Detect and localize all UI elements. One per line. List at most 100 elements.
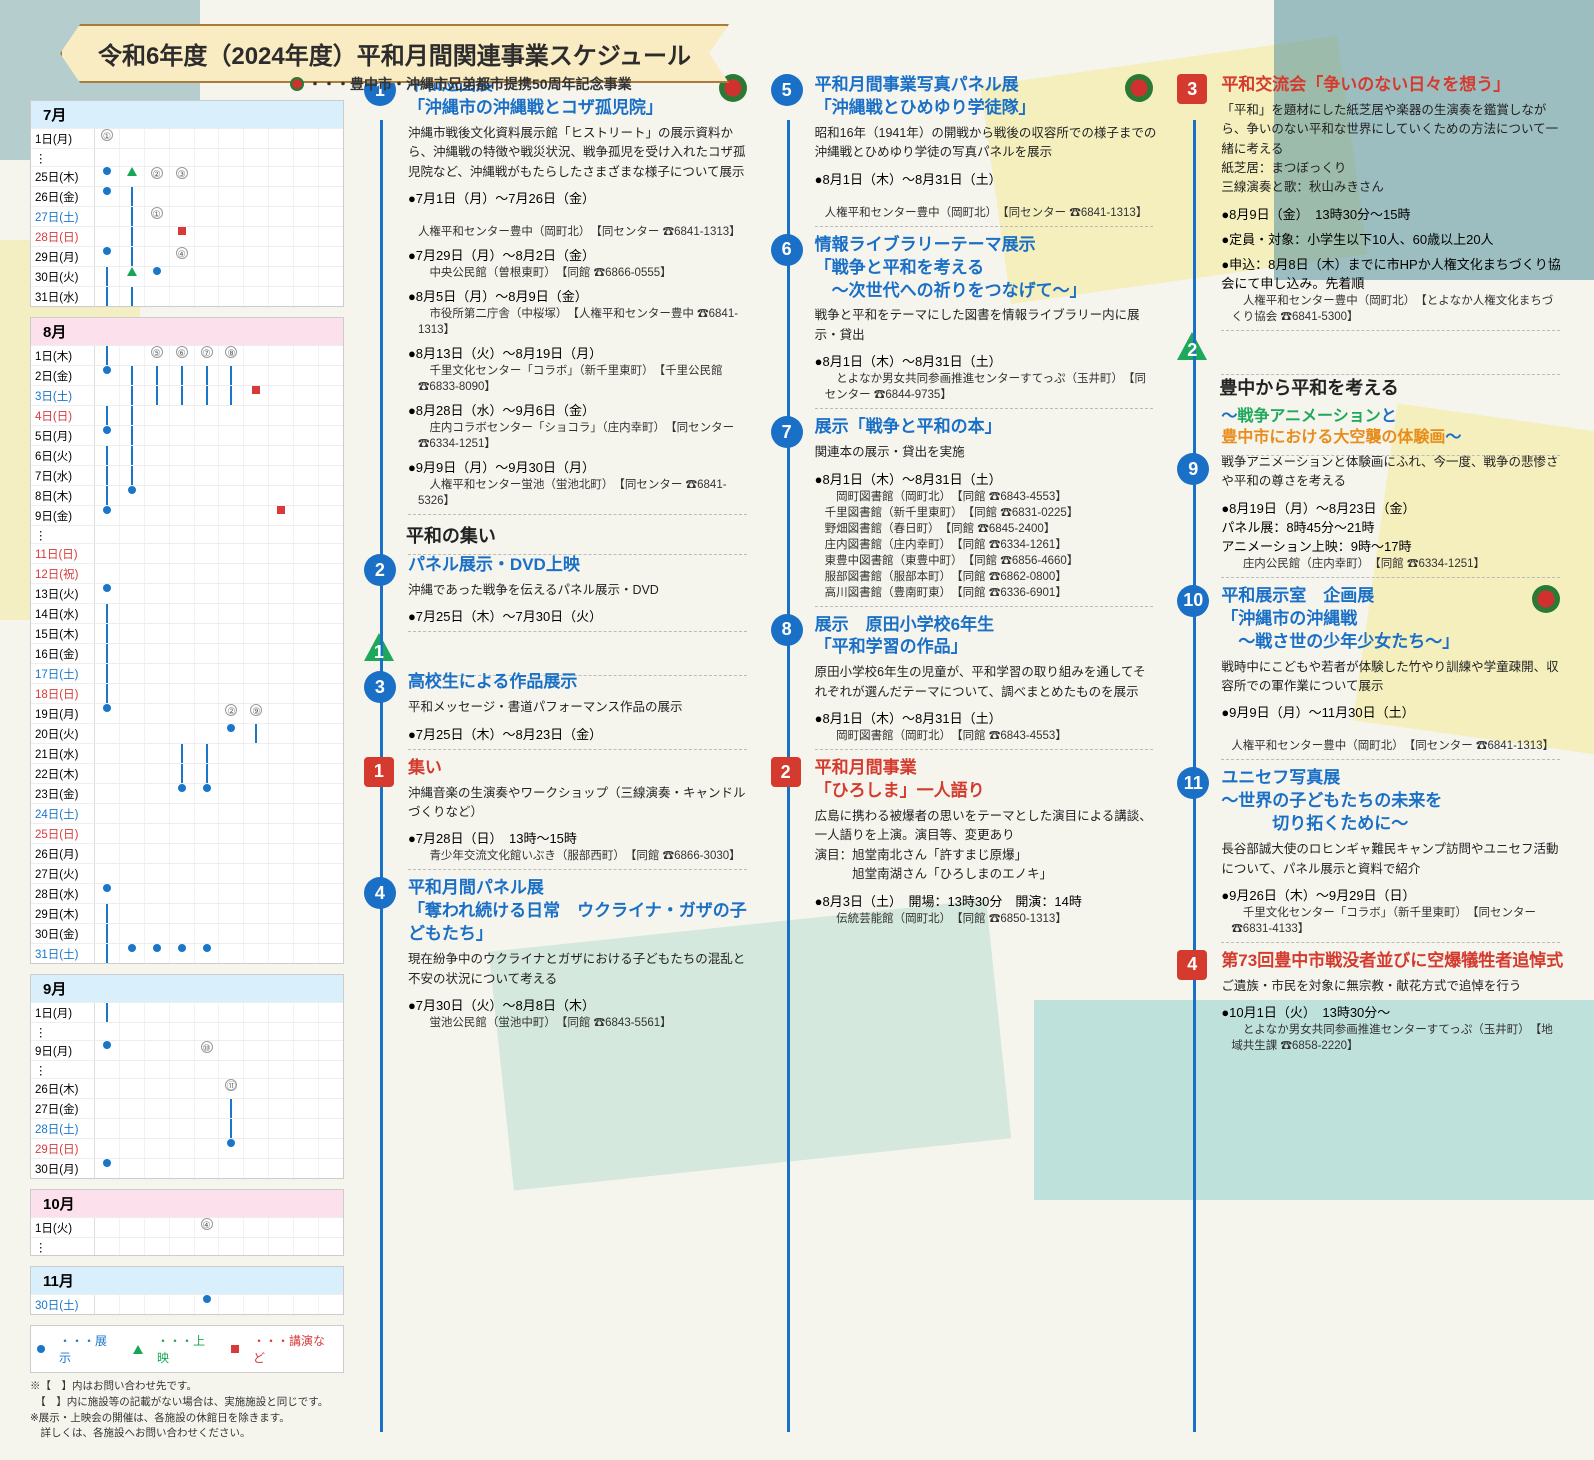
calendar-row: 5日(月) <box>31 425 343 445</box>
event-venue: とよなか男女共同参画推進センターすてっぷ（玉井町） 【地域共生課 ☎6858-2… <box>1231 1021 1564 1053</box>
calendar-row: 26日(木)⑪ <box>31 1078 343 1098</box>
event-date: 8月1日（木）～8月31日（土） <box>815 351 1158 370</box>
event-badge: 6 <box>771 234 803 266</box>
event-date: 定員・対象：小学生以下10人、60歳以上20人 <box>1221 229 1564 248</box>
event-item: 5平和月間事業写真パネル展「沖縄戦とひめゆり学徒隊」昭和16年（1941年）の開… <box>769 74 1158 220</box>
event-item: 8展示 原田小学校6年生「平和学習の作品」原田小学校6年生の児童が、平和学習の取… <box>769 614 1158 744</box>
calendar-date: 17日(土) <box>31 664 95 683</box>
event-column-3: 3平和交流会「争いのない日々を想う」「平和」を題材にした紙芝居や楽器の生演奏を鑑… <box>1175 74 1564 1442</box>
calendar-row: 26日(金) <box>31 186 343 206</box>
month-header: 9月 <box>31 975 343 1002</box>
calendar-date: 30日(土) <box>31 1295 95 1314</box>
calendar-row: ⋮ <box>31 1237 343 1255</box>
event-title: ユニセフ写真展～世界の子どもたちの未来を 切り拓くために～ <box>1221 767 1564 836</box>
calendar-month: 11月30日(土) <box>30 1266 344 1315</box>
event-badge: 1 <box>364 757 394 787</box>
event-venue: 岡町図書館（岡町北） 【同館 ☎6843-4553】 <box>825 727 1158 743</box>
event-item: 2パネル展示・DVD上映沖縄であった戦争を伝えるパネル展示・DVD7月25日（木… <box>362 554 751 625</box>
event-badge: 9 <box>1177 453 1209 485</box>
event-date: 10月1日（火） 13時30分～ <box>1221 1002 1564 1021</box>
calendar-row: 31日(土) <box>31 943 343 963</box>
event-body: 長谷部誠大使のロヒンギャ難民キャンプ訪問やユニセフ活動について、パネル展示と資料… <box>1221 840 1564 879</box>
calendar-date: 30日(月) <box>31 1159 95 1178</box>
event-badge: 4 <box>364 877 396 909</box>
event-body: 「平和」を題材にした紙芝居や楽器の生演奏を鑑賞しながら、争いのない平和な世界にし… <box>1221 101 1564 198</box>
calendar-row: 30日(土) <box>31 1294 343 1314</box>
event-badge: 2 <box>364 554 396 586</box>
event-body: 戦争と平和をテーマにした図書を情報ライブラリー内に展示・貸出 <box>815 306 1158 345</box>
event-item: 3高校生による作品展示平和メッセージ・書道パフォーマンス作品の展示7月25日（木… <box>362 671 751 742</box>
calendar-date: ⋮ <box>31 1061 95 1078</box>
calendar-date: 19日(月) <box>31 704 95 723</box>
calendar-row: 24日(土) <box>31 803 343 823</box>
event-badge: 3 <box>1177 74 1207 104</box>
event-badge: 4 <box>1177 950 1207 980</box>
calendar-date: 2日(金) <box>31 366 95 385</box>
calendar-row: 27日(金) <box>31 1098 343 1118</box>
calendar-month: 10月1日(火)④⋮ <box>30 1189 344 1256</box>
calendar-date: 30日(火) <box>31 267 95 286</box>
badge-marker: 2 <box>1175 338 1564 368</box>
calendar-row: 12日(祝) <box>31 563 343 583</box>
event-badge: 1 <box>364 639 394 665</box>
month-header: 8月 <box>31 318 343 345</box>
event-item: 3平和交流会「争いのない日々を想う」「平和」を題材にした紙芝居や楽器の生演奏を鑑… <box>1175 74 1564 324</box>
event-venue: 人権平和センター豊中（岡町北） 【同センター ☎6841-1313】 <box>418 207 751 239</box>
calendar-date: 28日(水) <box>31 884 95 903</box>
calendar-row: 28日(日) <box>31 226 343 246</box>
event-venue: 千里文化センター「コラボ」（新千里東町） 【同センター ☎6831-4133】 <box>1231 904 1564 936</box>
calendar-date: 9日(月) <box>31 1041 95 1060</box>
calendar-date: 12日(祝) <box>31 564 95 583</box>
event-item: 6情報ライブラリーテーマ展示「戦争と平和を考える ～次世代への祈りをつなげて～」… <box>769 234 1158 403</box>
calendar-date: 11日(日) <box>31 544 95 563</box>
event-venue: 伝統芸能館（岡町北） 【同館 ☎6850-1313】 <box>825 910 1158 926</box>
event-date: 7月30日（火）～8月8日（木） <box>408 995 751 1014</box>
calendar-row: 30日(金) <box>31 923 343 943</box>
event-body: 原田小学校6年生の児童が、平和学習の取り組みを通してそれぞれが選んだテーマについ… <box>815 663 1158 702</box>
event-title: 第73回豊中市戦没者並びに空爆犠牲者追悼式 <box>1221 950 1564 973</box>
event-venue: 人権平和センター蛍池（蛍池北町） 【同センター ☎6841-5326】 <box>418 476 751 508</box>
event-body: 戦時中にこどもや若者が体験した竹やり訓練や学童疎開、収容所での軍作業について展示 <box>1221 658 1564 697</box>
event-body: ご遺族・市民を対象に無宗教・献花方式で追悼を行う <box>1221 977 1564 996</box>
event-item: 7展示「戦争と平和の本」関連本の展示・貸出を実施8月1日（木）～8月31日（土）… <box>769 416 1158 599</box>
event-date: 8月1日（木）～8月31日（土） <box>815 469 1158 488</box>
calendar-date: 1日(木) <box>31 346 95 365</box>
event-venue: 庄内コラボセンター「ショコラ」（庄内幸町） 【同センター ☎6334-1251】 <box>418 419 751 451</box>
calendar-row: 7日(水) <box>31 465 343 485</box>
flower-icon <box>290 77 304 91</box>
section-heading: 豊中から平和を考える～戦争アニメーションと豊中市における大空襲の体験画～ <box>1175 374 1564 449</box>
calendar-date: 28日(日) <box>31 227 95 246</box>
calendar-date: 31日(水) <box>31 287 95 306</box>
event-venue: 岡町図書館（岡町北） 【同館 ☎6843-4553】千里図書館（新千里東町） 【… <box>825 488 1158 600</box>
event-venue: 中央公民館（曽根東町） 【同館 ☎6866-0555】 <box>418 264 751 280</box>
calendar-date: 25日(木) <box>31 167 95 186</box>
event-venue: とよなか男女共同参画推進センターすてっぷ（玉井町） 【同センター ☎6844-9… <box>825 370 1158 402</box>
calendar-date: 15日(木) <box>31 624 95 643</box>
event-item: 9戦争アニメーションと体験画にふれ、今一度、戦争の悲惨さや平和の尊さを考える8月… <box>1175 453 1564 571</box>
event-badge: 8 <box>771 614 803 646</box>
calendar-row: ⋮ <box>31 148 343 166</box>
calendar-row: 1日(月) <box>31 1002 343 1022</box>
event-venue: 人権平和センター豊中（岡町北） 【とよなか人権文化まちづくり協会 ☎6841-5… <box>1231 292 1564 324</box>
calendar-row: 11日(日) <box>31 543 343 563</box>
calendar-row: ⋮ <box>31 1022 343 1040</box>
event-date: 8月5日（月）～8月9日（金） <box>408 286 751 305</box>
event-body: 沖縄市戦後文化資料展示館「ヒストリート」の展示資料から、沖縄戦の特徴や戦災状況、… <box>408 124 751 182</box>
event-date: 9月26日（木）～9月29日（日） <box>1221 885 1564 904</box>
calendar-row: 8日(木) <box>31 485 343 505</box>
event-venue: 蛍池公民館（蛍池中町） 【同館 ☎6843-5561】 <box>418 1014 751 1030</box>
section-heading: 平和の集い <box>362 522 751 548</box>
calendar-date: 26日(金) <box>31 187 95 206</box>
calendar-date: 27日(金) <box>31 1099 95 1118</box>
calendar-month: 8月1日(木)⑤⑥⑦⑧2日(金)3日(土)4日(日)5日(月)6日(火)7日(水… <box>30 317 344 964</box>
calendar-date: 1日(月) <box>31 129 95 148</box>
event-venue: 千里文化センター「コラボ」（新千里東町） 【千里公民館 ☎6833-8090】 <box>418 362 751 394</box>
calendar-row: ⋮ <box>31 1060 343 1078</box>
event-badge: 3 <box>364 671 396 703</box>
event-title: 高校生による作品展示 <box>408 671 751 694</box>
calendar-row: 27日(火) <box>31 863 343 883</box>
calendar-row: 1日(木)⑤⑥⑦⑧ <box>31 345 343 365</box>
calendar-date: 28日(土) <box>31 1119 95 1138</box>
event-body: 沖縄音楽の生演奏やワークショップ（三線演奏・キャンドルづくりなど） <box>408 784 751 823</box>
calendar-date: 29日(日) <box>31 1139 95 1158</box>
